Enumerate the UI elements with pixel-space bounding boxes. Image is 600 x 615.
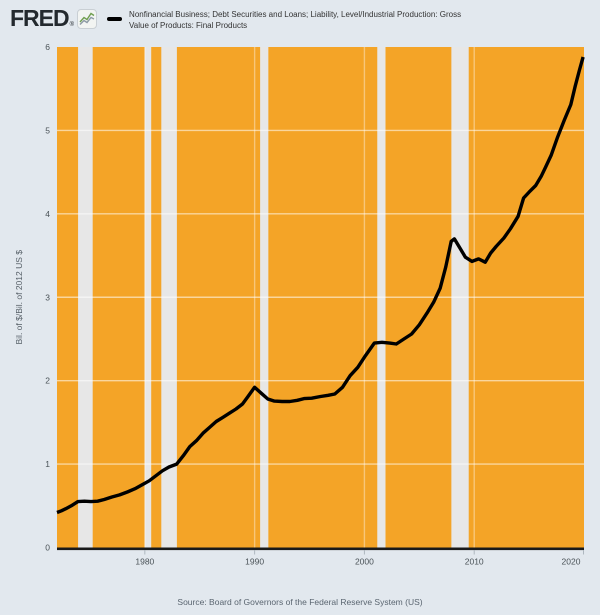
x-tick-label: 1980 bbox=[135, 557, 154, 567]
y-tick-label: 5 bbox=[45, 125, 50, 135]
y-tick-label: 6 bbox=[45, 42, 50, 52]
y-tick-label: 4 bbox=[45, 209, 50, 219]
y-axis-title: Bil. of $/Bil. of 2012 US $ bbox=[14, 250, 24, 345]
x-tick-label: 2010 bbox=[465, 557, 484, 567]
x-axis-line bbox=[57, 547, 584, 551]
registered-mark: ® bbox=[69, 22, 75, 28]
y-tick-label: 2 bbox=[45, 376, 50, 386]
line-chart-icon bbox=[77, 9, 98, 29]
x-tick-label: 1990 bbox=[245, 557, 264, 567]
chart-header: FRED ® Nonfinancial Business; Debt Secur… bbox=[10, 6, 594, 31]
series-legend: Nonfinancial Business; Debt Securities a… bbox=[129, 9, 461, 31]
series-legend-line-1: Nonfinancial Business; Debt Securities a… bbox=[129, 10, 462, 19]
source-text: Source: Board of Governors of the Federa… bbox=[177, 597, 423, 607]
y-tick-label: 3 bbox=[45, 292, 50, 302]
series-legend-line-2: Value of Products: Final Products bbox=[129, 21, 248, 30]
fred-logo: FRED bbox=[10, 5, 70, 31]
y-tick-label: 1 bbox=[45, 459, 50, 469]
y-tick-label: 0 bbox=[45, 543, 50, 553]
legend-line-swatch bbox=[107, 17, 123, 21]
x-tick-label: 2020 bbox=[562, 557, 581, 567]
x-tick-label: 2000 bbox=[355, 557, 374, 567]
data-line bbox=[56, 56, 585, 515]
